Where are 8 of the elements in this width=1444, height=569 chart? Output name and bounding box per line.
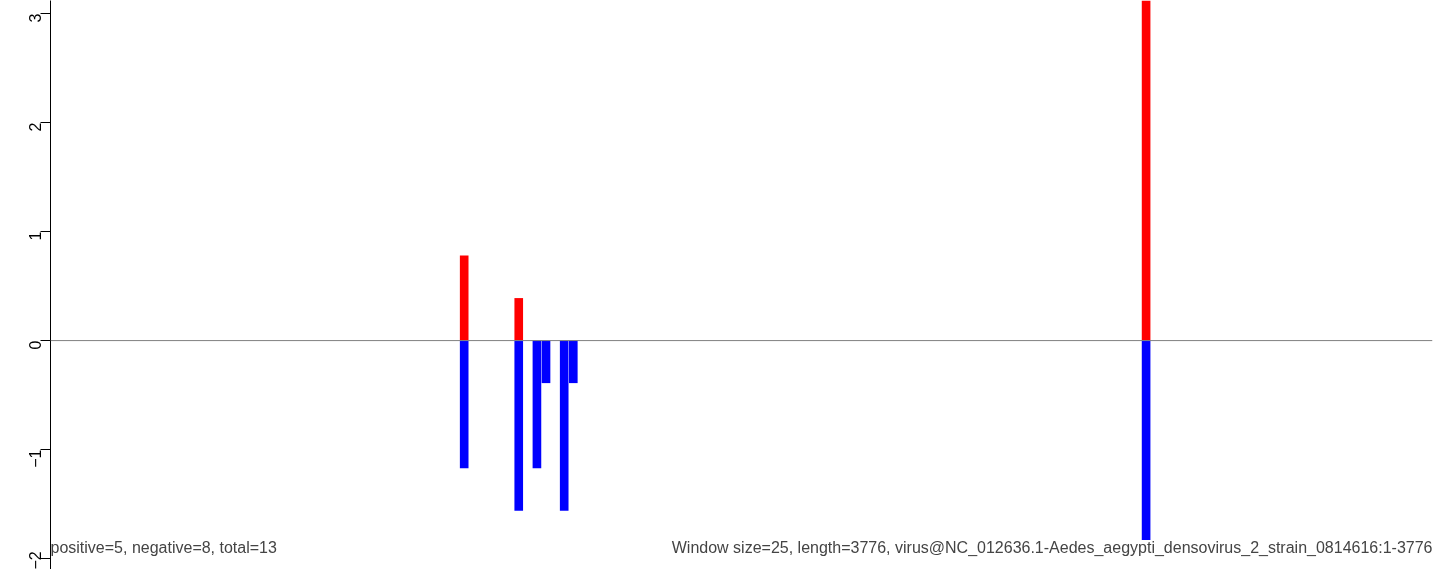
annotation: positive=5, negative=8, total=13 bbox=[50, 539, 277, 556]
annotation: Window size=25, length=3776, virus@NC_012636.1-Aedes_aegypti_densovirus_2_strain_0814616:1-3776 bbox=[671, 539, 1433, 557]
y-tick-label: 0 bbox=[27, 340, 45, 350]
y-tick-label: 3 bbox=[27, 13, 45, 23]
y-tick-label: 1 bbox=[27, 231, 45, 241]
y-tick-label: 2 bbox=[27, 122, 45, 132]
y-tick-label: −2 bbox=[27, 551, 45, 569]
y-tick-label: −1 bbox=[27, 449, 45, 468]
